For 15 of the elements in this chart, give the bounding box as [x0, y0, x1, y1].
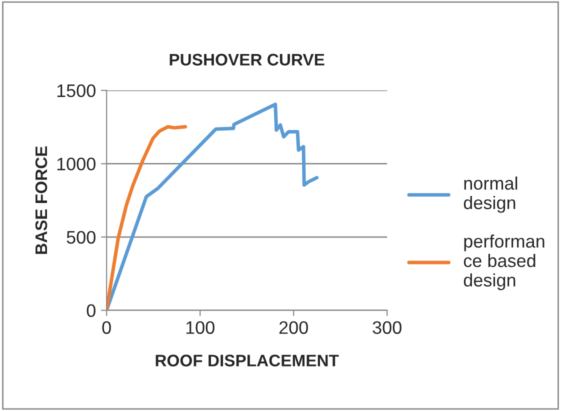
x-tick-label: 100	[186, 321, 214, 334]
x-tick-label: 200	[279, 321, 308, 334]
legend-label: normal design	[464, 176, 518, 213]
x-axis-title: ROOF DISPLACEMENT	[156, 354, 339, 366]
legend-label: performance based design	[464, 234, 544, 290]
chart-title: PUSHOVER CURVE	[170, 54, 324, 66]
y-tick-label: 1500	[57, 84, 96, 98]
x-tick-label: 0	[102, 321, 111, 334]
line-series	[106, 102, 319, 310]
y-axis-title: BASE FORCE	[35, 146, 48, 254]
y-tick-label: 0	[86, 304, 96, 318]
y-tick-label: 500	[66, 230, 96, 244]
y-tick-label: 1000	[57, 158, 96, 170]
line-series	[106, 125, 188, 310]
x-tick-label: 300	[372, 321, 402, 334]
